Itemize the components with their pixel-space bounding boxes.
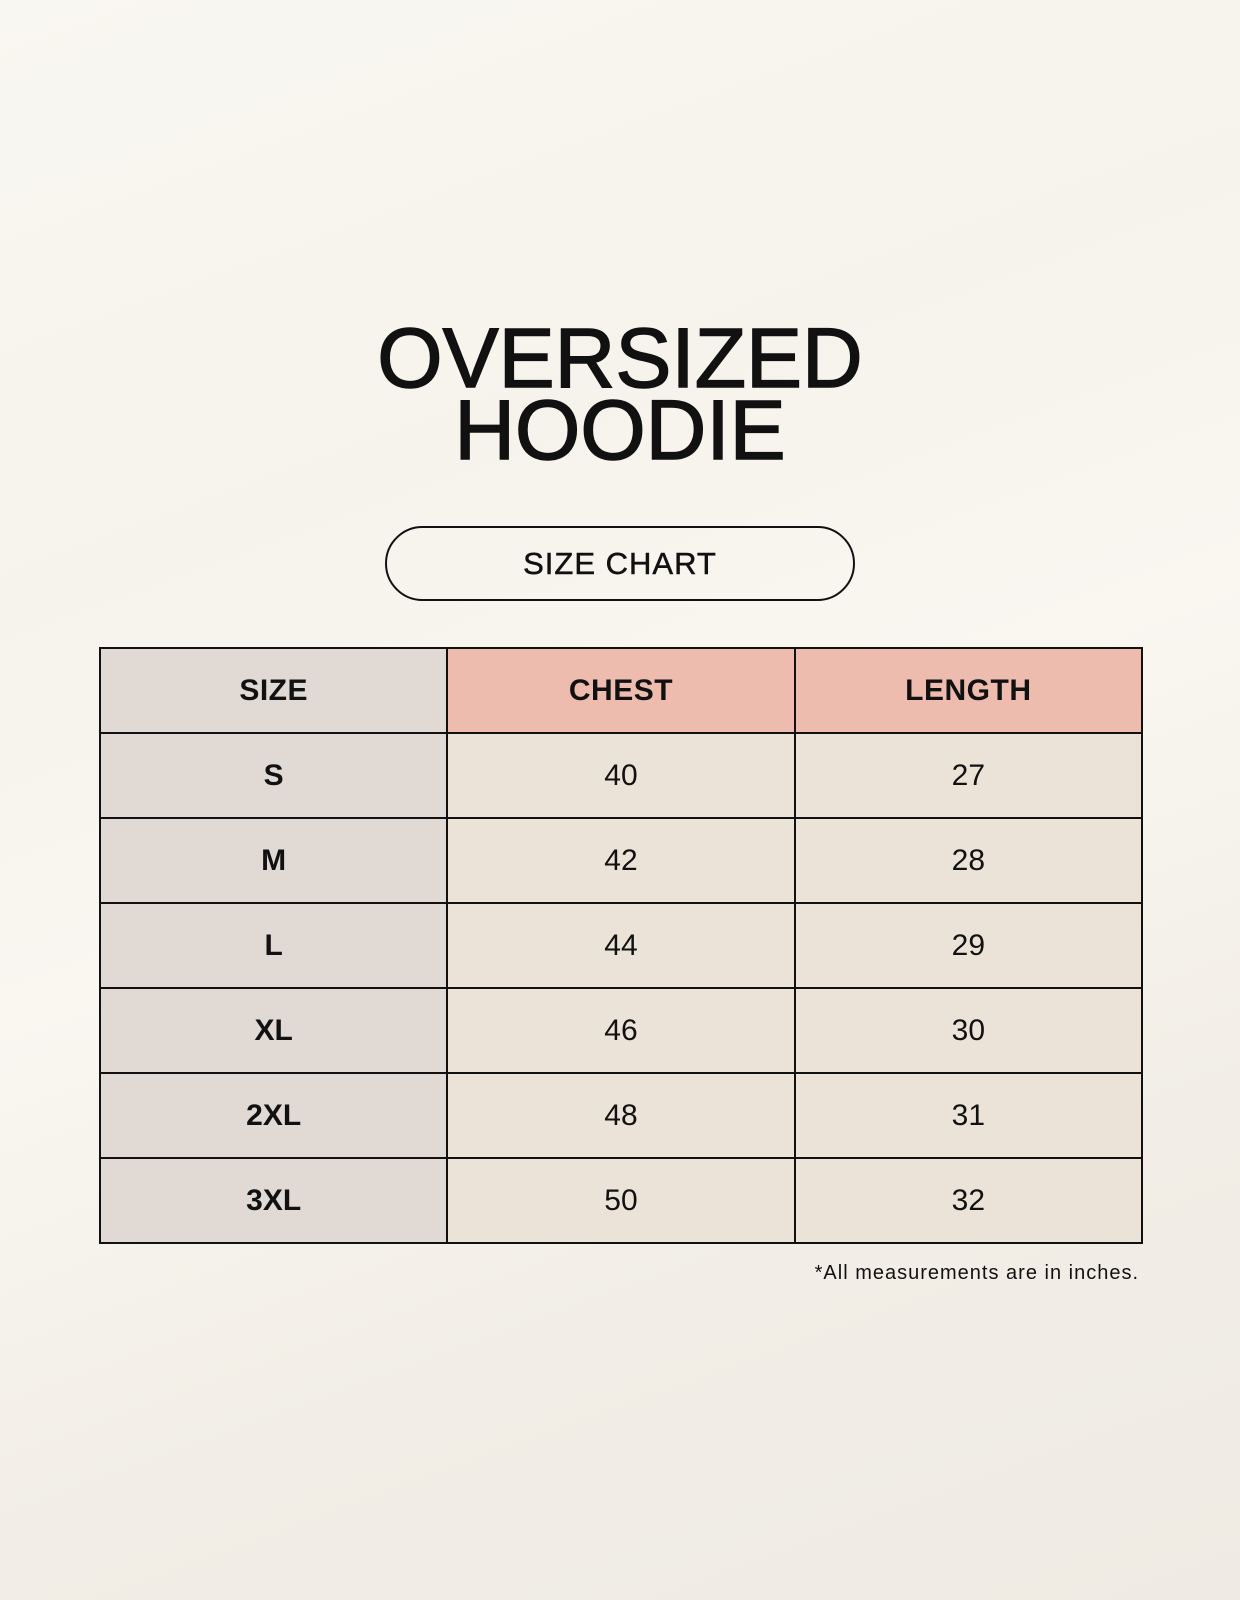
table-row: M 42 28 <box>98 817 1144 904</box>
header-chest: CHEST <box>446 647 796 734</box>
size-table: SIZE CHEST LENGTH S 40 27 M 42 28 L 44 29 XL 46 30 2… <box>98 647 1144 1244</box>
cell-size: 3XL <box>98 1157 449 1244</box>
header-length: LENGTH <box>793 647 1144 734</box>
cell-length: 31 <box>793 1072 1144 1159</box>
cell-length: 30 <box>793 987 1144 1074</box>
table-row: L 44 29 <box>98 902 1144 989</box>
page-title: OVERSIZED HOODIE <box>0 311 1240 477</box>
title-line-1: OVERSIZED <box>377 311 864 405</box>
title-line-2: HOODIE <box>454 383 787 477</box>
cell-chest: 50 <box>446 1157 796 1244</box>
cell-size: L <box>98 902 449 989</box>
cell-length: 28 <box>793 817 1144 904</box>
table-row: 2XL 48 31 <box>98 1072 1144 1159</box>
cell-size: 2XL <box>98 1072 449 1159</box>
cell-size: M <box>98 817 449 904</box>
cell-length: 32 <box>793 1157 1144 1244</box>
cell-chest: 46 <box>446 987 796 1074</box>
cell-chest: 42 <box>446 817 796 904</box>
table-header-row: SIZE CHEST LENGTH <box>98 647 1144 734</box>
cell-size: XL <box>98 987 449 1074</box>
header-size: SIZE <box>98 647 449 734</box>
table-row: XL 46 30 <box>98 987 1144 1074</box>
cell-chest: 48 <box>446 1072 796 1159</box>
footnote: *All measurements are in inches. <box>814 1262 1139 1284</box>
cell-length: 29 <box>793 902 1144 989</box>
size-chart-badge: SIZE CHART <box>385 526 855 601</box>
table-row: 3XL 50 32 <box>98 1157 1144 1244</box>
cell-chest: 40 <box>446 732 796 819</box>
cell-size: S <box>98 732 449 819</box>
table-row: S 40 27 <box>98 732 1144 819</box>
cell-chest: 44 <box>446 902 796 989</box>
cell-length: 27 <box>793 732 1144 819</box>
